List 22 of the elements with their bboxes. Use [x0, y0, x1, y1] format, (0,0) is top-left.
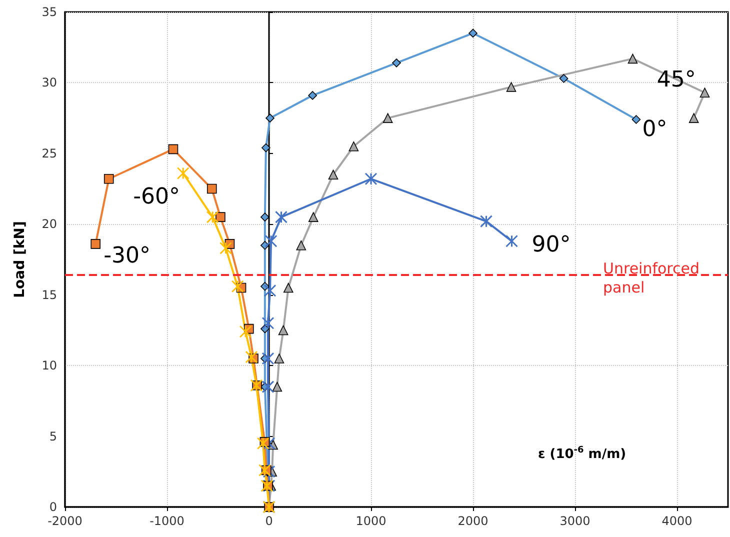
x-tick-label: -2000: [48, 514, 82, 528]
series-label: 0°: [642, 116, 668, 142]
y-tick-label: 0: [49, 500, 57, 514]
y-axis-title: Load [kN]: [12, 221, 28, 298]
y-tick-label: 10: [42, 358, 57, 373]
series-label: -30°: [104, 243, 151, 268]
y-tick-label: 15: [42, 288, 57, 302]
y-tick-label: 25: [42, 146, 57, 160]
series-label: 45°: [656, 68, 696, 93]
x-tick-label: 0: [265, 514, 273, 528]
y-tick-label: 20: [42, 217, 57, 232]
y-tick-label: 5: [49, 429, 57, 444]
y-tick-label: 35: [42, 5, 57, 19]
x-tick-label: 4000: [662, 514, 692, 528]
x-tick-label: 3000: [560, 514, 590, 528]
series-label: 90°: [532, 232, 571, 258]
x-tick-label: -1000: [150, 514, 184, 528]
ref-line-label: Unreinforced panel: [603, 260, 704, 297]
x-tick-label: 2000: [458, 514, 488, 528]
y-tick-label: 30: [42, 76, 57, 90]
series-label: -60°: [133, 184, 180, 210]
x-tick-label: 1000: [356, 514, 386, 528]
